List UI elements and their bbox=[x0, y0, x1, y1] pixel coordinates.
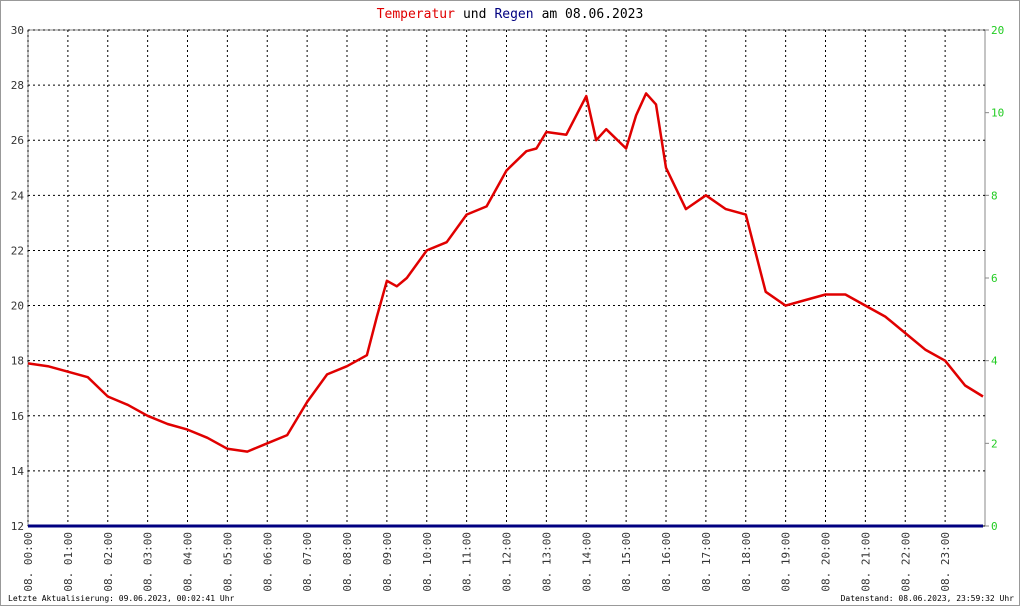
chart-title: Temperatur und Regen am 08.06.2023 bbox=[377, 7, 644, 22]
x-tick-label: 08. 14:00 bbox=[580, 532, 593, 592]
title-part: und bbox=[463, 7, 486, 22]
footer-left: Letzte Aktualisierung: 09.06.2023, 00:02… bbox=[8, 594, 235, 603]
x-tick-label: 08. 04:00 bbox=[182, 532, 195, 592]
y-tick-label: 16 bbox=[11, 410, 24, 423]
x-tick-label: 08. 18:00 bbox=[740, 532, 753, 592]
y-tick-label: 18 bbox=[11, 355, 24, 368]
footer-right: Datenstand: 08.06.2023, 23:59:32 Uhr bbox=[841, 594, 1015, 603]
y-tick-label: 20 bbox=[11, 300, 24, 313]
x-tick-label: 08. 11:00 bbox=[461, 532, 474, 592]
y-tick-label: 12 bbox=[11, 520, 24, 533]
x-tick-label: 08. 23:00 bbox=[939, 532, 952, 592]
x-tick-label: 08. 17:00 bbox=[700, 532, 713, 592]
x-tick-label: 08. 19:00 bbox=[780, 532, 793, 592]
y2-tick-label: 20 bbox=[991, 24, 1004, 37]
x-tick-label: 08. 03:00 bbox=[142, 532, 155, 592]
y-tick-label: 30 bbox=[11, 24, 24, 37]
x-tick-label: 08. 05:00 bbox=[221, 532, 234, 592]
title-part: Regen bbox=[494, 7, 533, 22]
x-tick-label: 08. 06:00 bbox=[261, 532, 274, 592]
y-tick-label: 26 bbox=[11, 134, 24, 147]
x-tick-label: 08. 08:00 bbox=[341, 532, 354, 592]
series-line bbox=[27, 92, 984, 453]
x-tick-label: 08. 10:00 bbox=[421, 532, 434, 592]
x-tick-label: 08. 16:00 bbox=[660, 532, 673, 592]
y2-tick-label: 10 bbox=[991, 107, 1004, 120]
x-tick-label: 08. 12:00 bbox=[501, 532, 514, 592]
y2-tick-label: 4 bbox=[991, 355, 998, 368]
y2-tick-label: 2 bbox=[991, 437, 998, 450]
x-tick-label: 08. 22:00 bbox=[899, 532, 912, 592]
title-part: am 08.06.2023 bbox=[542, 7, 644, 22]
x-tick-label: 08. 21:00 bbox=[859, 532, 872, 592]
x-tick-label: 08. 02:00 bbox=[102, 532, 115, 592]
y-tick-label: 24 bbox=[11, 189, 25, 202]
x-tick-label: 08. 01:00 bbox=[62, 532, 75, 592]
x-tick-label: 08. 07:00 bbox=[301, 532, 314, 592]
y2-tick-label: 8 bbox=[991, 189, 998, 202]
y-tick-label: 22 bbox=[11, 244, 24, 257]
y2-tick-label: 0 bbox=[991, 520, 998, 533]
title-part: Temperatur bbox=[377, 7, 455, 22]
x-tick-label: 08. 00:00 bbox=[22, 532, 35, 592]
x-tick-label: 08. 13:00 bbox=[540, 532, 553, 592]
x-tick-label: 08. 20:00 bbox=[820, 532, 833, 592]
y-tick-label: 28 bbox=[11, 79, 24, 92]
x-tick-label: 08. 15:00 bbox=[620, 532, 633, 592]
y-tick-label: 14 bbox=[11, 465, 25, 478]
x-tick-label: 08. 09:00 bbox=[381, 532, 394, 592]
y2-tick-label: 6 bbox=[991, 272, 998, 285]
